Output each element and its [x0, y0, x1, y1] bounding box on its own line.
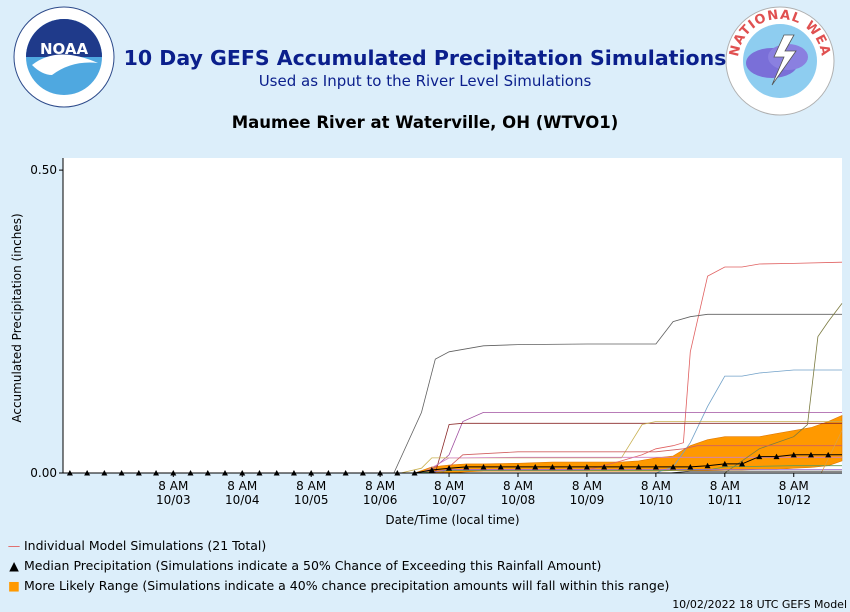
- median-marker: [825, 451, 832, 458]
- x-tick-label-time: 8 AM: [503, 479, 533, 493]
- median-marker: [635, 463, 642, 470]
- median-marker: [773, 453, 780, 460]
- median-marker: [739, 460, 746, 467]
- x-tick-label-date: 10/06: [363, 493, 398, 507]
- x-tick-label-date: 10/12: [776, 493, 811, 507]
- x-tick-label-date: 10/07: [432, 493, 467, 507]
- median-marker: [514, 463, 521, 470]
- simulation-line-6: [69, 421, 842, 474]
- median-marker: [583, 463, 590, 470]
- x-tick-label-time: 8 AM: [227, 479, 257, 493]
- median-marker: [687, 463, 694, 470]
- chart-subtitle: Used as Input to the River Level Simulat…: [258, 72, 592, 90]
- x-tick-label-time: 8 AM: [158, 479, 188, 493]
- median-marker: [670, 463, 677, 470]
- median-marker: [807, 451, 814, 458]
- nws-logo: NATIONAL WEATHER SERVICE: [722, 5, 835, 116]
- station-name: Maumee River at Waterville, OH (WTVO1): [231, 113, 619, 132]
- median-marker: [549, 463, 556, 470]
- median-marker: [790, 451, 797, 458]
- simulation-line-8: [69, 303, 843, 474]
- x-tick-label-time: 8 AM: [296, 479, 326, 493]
- simulation-line-4: [69, 411, 842, 474]
- x-tick-label-date: 10/10: [639, 493, 674, 507]
- x-tick-label-time: 8 AM: [434, 479, 464, 493]
- median-marker: [652, 463, 659, 470]
- median-marker: [446, 465, 453, 471]
- median-marker: [618, 463, 625, 470]
- legend-individual-label: Individual Model Simulations (21 Total): [24, 538, 267, 553]
- median-marker: [721, 460, 728, 467]
- noaa-logo-text: NOAA: [40, 40, 89, 58]
- simulation-line-9: [69, 445, 842, 474]
- median-marker: [756, 453, 763, 460]
- x-tick-label-time: 8 AM: [572, 479, 602, 493]
- more-likely-range-band: [414, 415, 843, 474]
- x-tick-label-time: 8 AM: [365, 479, 395, 493]
- legend-individual: — Individual Model Simulations (21 Total): [6, 538, 267, 553]
- median-marker: [704, 462, 711, 469]
- x-tick-label-date: 10/03: [156, 493, 191, 507]
- simulation-line-3: [69, 369, 842, 474]
- x-tick-label-date: 10/05: [294, 493, 329, 507]
- y-tick-label: 0.50: [30, 163, 57, 177]
- simulation-line-5: [69, 422, 842, 474]
- noaa-logo: NOAA: [13, 6, 115, 108]
- legend-median-label: Median Precipitation (Simulations indica…: [24, 558, 602, 573]
- x-tick-label-date: 10/04: [225, 493, 260, 507]
- legend-range: ■ More Likely Range (Simulations indicate…: [6, 578, 669, 593]
- y-tick-label: 0.00: [30, 466, 57, 480]
- plot-background: [63, 158, 842, 473]
- median-marker: [480, 463, 487, 470]
- median-marker: [463, 463, 470, 470]
- x-tick-label-time: 8 AM: [641, 479, 671, 493]
- median-marker: [532, 463, 539, 470]
- x-axis-label: Date/Time (local time): [385, 513, 520, 527]
- model-run-footer: 10/02/2022 18 UTC GEFS Model: [672, 598, 847, 611]
- median-marker: [497, 463, 504, 470]
- simulation-line-2: [69, 313, 842, 474]
- legend-median-swatch: ▲: [9, 558, 19, 573]
- x-tick-label-time: 8 AM: [710, 479, 740, 493]
- legend-range-swatch: ■: [8, 578, 20, 593]
- x-tick-label-date: 10/08: [501, 493, 536, 507]
- legend-median: ▲ Median Precipitation (Simulations indic…: [6, 558, 601, 573]
- x-tick-label-date: 10/09: [570, 493, 605, 507]
- legend-individual-swatch: —: [7, 538, 21, 553]
- chart-title: 10 Day GEFS Accumulated Precipitation Si…: [123, 46, 727, 70]
- median-marker: [601, 463, 608, 470]
- x-tick-label-time: 8 AM: [779, 479, 809, 493]
- median-marker: [566, 463, 573, 470]
- simulation-line-1: [69, 261, 843, 474]
- x-tick-label-date: 10/11: [708, 493, 743, 507]
- legend-range-label: More Likely Range (Simulations indicate …: [24, 578, 670, 593]
- median-marker: [428, 466, 435, 473]
